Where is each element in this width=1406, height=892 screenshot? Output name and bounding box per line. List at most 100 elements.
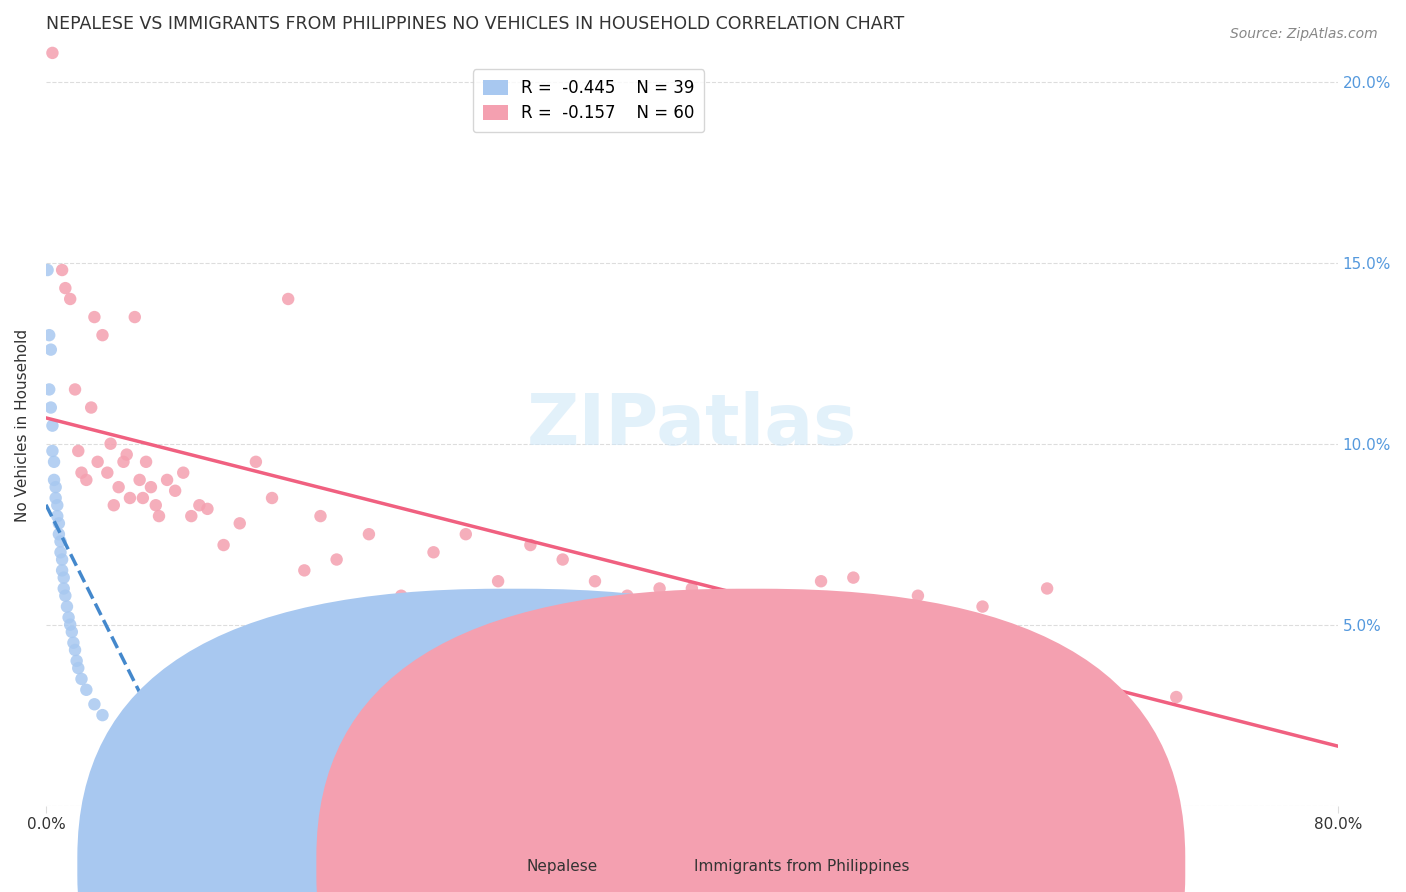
Point [91,708,114,723]
Point [45,491,67,505]
Point [66,654,89,668]
Point [486,574,509,589]
Point [48,516,70,531]
Point [75,473,97,487]
Point [132,740,155,755]
Point [67,444,90,458]
Point [907,589,929,603]
Point [107,726,129,740]
Point [63,383,86,397]
Point [62,636,84,650]
Point [51,552,73,566]
Point [41,45,63,60]
Point [132,491,155,505]
Point [197,763,219,777]
Y-axis label: No Vehicles in Household: No Vehicles in Household [15,329,30,522]
Point [128,473,150,487]
Point [49,545,72,559]
Point [454,527,477,541]
Point [713,599,735,614]
Point [357,527,380,541]
Point [39,343,62,357]
Point [51,563,73,577]
Point [86,455,108,469]
Point [67,661,90,675]
Point [229,516,252,531]
Point [681,582,703,596]
Point [583,574,606,589]
Point [245,455,267,469]
Point [38,383,60,397]
Point [188,498,211,512]
Point [70,466,93,480]
Point [96,466,118,480]
Point [42,473,65,487]
Point [91,328,114,343]
Point [100,436,122,450]
Point [292,563,315,577]
Point [810,574,832,589]
Point [519,538,541,552]
Point [107,480,129,494]
Point [139,480,162,494]
Point [309,509,332,524]
Point [103,498,125,512]
Text: NEPALESE VS IMMIGRANTS FROM PHILIPPINES NO VEHICLES IN HOUSEHOLD CORRELATION CHA: NEPALESE VS IMMIGRANTS FROM PHILIPPINES … [46,15,904,33]
Point [46,509,69,524]
Point [38,328,60,343]
Point [51,263,73,277]
Point [148,509,170,524]
Point [762,589,785,603]
Point [48,527,70,541]
Point [1166,690,1188,704]
Point [648,582,671,596]
Point [42,455,65,469]
Point [56,599,79,614]
Point [1036,582,1059,596]
Point [39,401,62,415]
Point [245,751,267,765]
Point [165,483,187,498]
Text: Source: ZipAtlas.com: Source: ZipAtlas.com [1230,27,1378,41]
Point [135,455,157,469]
Legend: R =  -0.445    N = 39, R =  -0.157    N = 60: R = -0.445 N = 39, R = -0.157 N = 60 [472,70,704,132]
Point [145,498,167,512]
Point [63,643,86,657]
Point [389,589,412,603]
Point [616,589,638,603]
Point [112,455,135,469]
Point [842,571,865,585]
Point [165,755,187,769]
Point [59,617,82,632]
Text: Nepalese: Nepalese [527,859,598,874]
Point [80,401,103,415]
Point [37,263,59,277]
Text: ZIPatlas: ZIPatlas [527,391,856,460]
Point [49,534,72,549]
Point [260,491,283,505]
Point [197,501,219,516]
Point [551,552,574,566]
Point [70,672,93,686]
Point [972,599,994,614]
Point [46,498,69,512]
Point [115,448,138,462]
Point [75,682,97,697]
Point [422,545,444,559]
Point [59,292,82,306]
Point [180,509,202,524]
Point [83,310,105,324]
Point [325,552,347,566]
Point [53,281,76,295]
Point [1101,690,1123,704]
Point [41,418,63,433]
Point [118,491,141,505]
Point [156,473,179,487]
Point [277,292,299,306]
Point [52,571,75,585]
Point [124,310,146,324]
Point [53,589,76,603]
Point [58,610,80,624]
Point [41,444,63,458]
Point [45,480,67,494]
